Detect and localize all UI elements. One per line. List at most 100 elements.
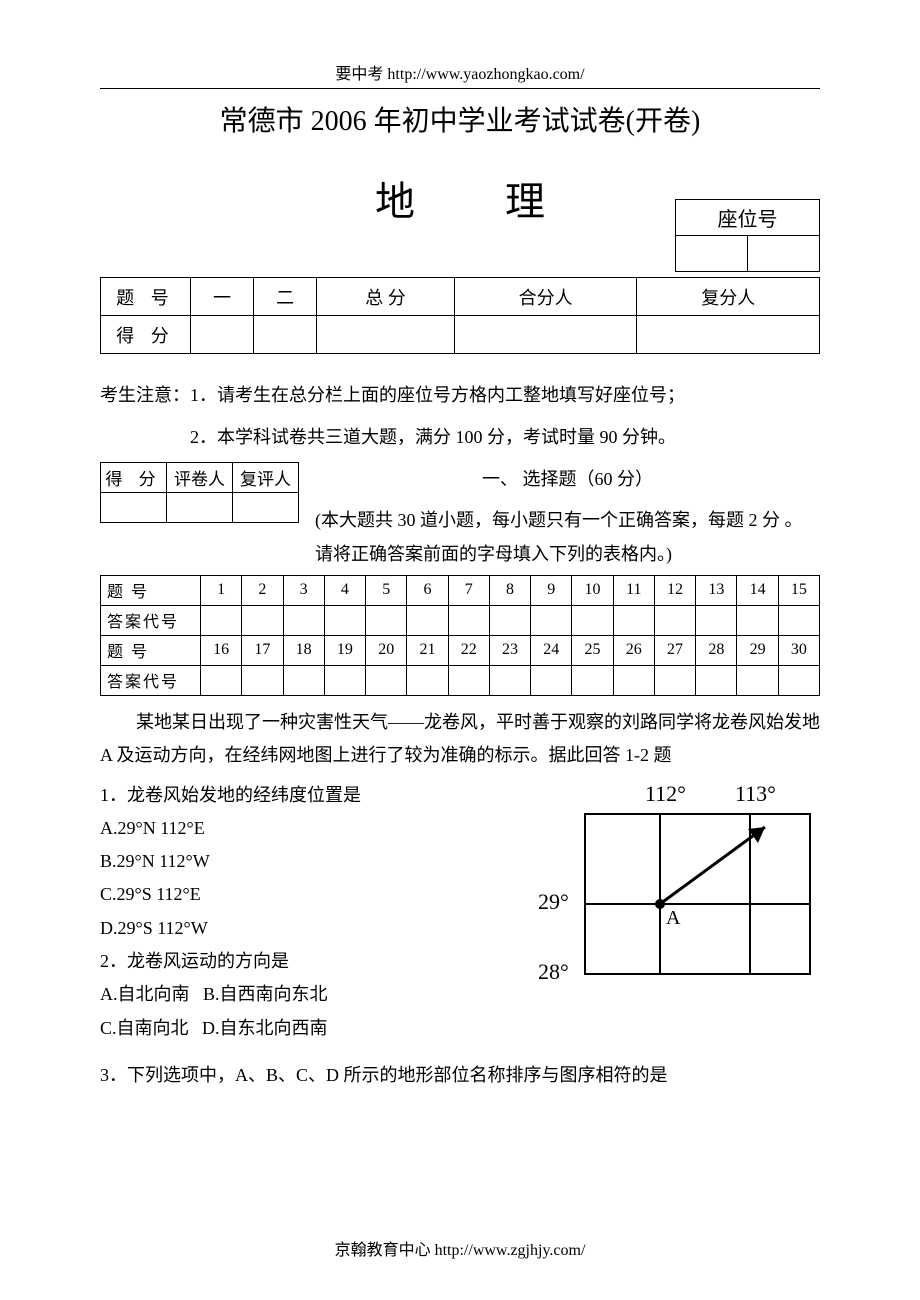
- ag-a[interactable]: [572, 605, 613, 635]
- ag-n: 24: [531, 635, 572, 665]
- ag-a[interactable]: [531, 665, 572, 695]
- ag-n: 18: [283, 635, 324, 665]
- ag-r3-label: 题 号: [101, 635, 201, 665]
- grader-v2[interactable]: [167, 493, 233, 523]
- grader-c1: 得 分: [101, 463, 167, 493]
- ag-a[interactable]: [201, 665, 242, 695]
- ag-a[interactable]: [242, 605, 283, 635]
- score-h3: 总 分: [317, 278, 455, 316]
- ag-a[interactable]: [737, 665, 778, 695]
- lat-28: 28°: [538, 959, 569, 984]
- q1-opt-b: B.29°N 112°W: [100, 845, 530, 878]
- seat-cell-1[interactable]: [676, 236, 748, 272]
- q2-stem: 2．龙卷风运动的方向是: [100, 945, 530, 978]
- ag-a[interactable]: [613, 605, 654, 635]
- ag-a[interactable]: [613, 665, 654, 695]
- ag-a[interactable]: [242, 665, 283, 695]
- ag-a[interactable]: [366, 605, 407, 635]
- grader-c2: 评卷人: [167, 463, 233, 493]
- q1-opt-c: C.29°S 112°E: [100, 878, 530, 911]
- ag-n: 11: [613, 575, 654, 605]
- ag-a[interactable]: [572, 665, 613, 695]
- ag-a[interactable]: [283, 665, 324, 695]
- grader-c3: 复评人: [233, 463, 299, 493]
- ag-a[interactable]: [531, 605, 572, 635]
- grader-v3[interactable]: [233, 493, 299, 523]
- q2-opt-b: B.自西南向东北: [203, 984, 328, 1004]
- score-v1[interactable]: [191, 316, 254, 354]
- ag-a[interactable]: [696, 605, 737, 635]
- grader-v1[interactable]: [101, 493, 167, 523]
- ag-a[interactable]: [448, 605, 489, 635]
- q2-opt-a: A.自北向南: [100, 984, 190, 1004]
- ag-a[interactable]: [654, 605, 695, 635]
- ag-a[interactable]: [778, 665, 819, 695]
- ag-a[interactable]: [324, 605, 365, 635]
- score-v2[interactable]: [254, 316, 317, 354]
- q3-stem: 3．下列选项中，A、B、C、D 所示的地形部位名称排序与图序相符的是: [100, 1059, 820, 1092]
- section1-header: 得 分 评卷人 复评人 一、 选择题（60 分） (本大题共 30 道小题，每小…: [100, 462, 820, 571]
- ag-a[interactable]: [407, 665, 448, 695]
- ag-n: 23: [489, 635, 530, 665]
- ag-n: 9: [531, 575, 572, 605]
- score-h5: 复分人: [637, 278, 820, 316]
- score-v4[interactable]: [454, 316, 637, 354]
- ag-n: 13: [696, 575, 737, 605]
- q1-stem: 1．龙卷风始发地的经纬度位置是: [100, 779, 530, 812]
- ag-a[interactable]: [489, 665, 530, 695]
- score-v5[interactable]: [637, 316, 820, 354]
- ag-n: 15: [778, 575, 819, 605]
- grader-table: 得 分 评卷人 复评人: [100, 462, 299, 523]
- subject-heading: 地 理: [375, 169, 585, 227]
- ag-a[interactable]: [778, 605, 819, 635]
- q1-opt-a: A.29°N 112°E: [100, 812, 530, 845]
- q-left: 1．龙卷风始发地的经纬度位置是 A.29°N 112°E B.29°N 112°…: [100, 779, 530, 1045]
- ag-a[interactable]: [654, 665, 695, 695]
- passage-text: 某地某日出现了一种灾害性天气——龙卷风，平时善于观察的刘路同学将龙卷风始发地 A…: [100, 706, 820, 773]
- ag-n: 2: [242, 575, 283, 605]
- ag-a[interactable]: [448, 665, 489, 695]
- ag-a[interactable]: [489, 605, 530, 635]
- score-row2-label: 得 分: [101, 316, 191, 354]
- seat-cell-2[interactable]: [748, 236, 820, 272]
- ag-n: 25: [572, 635, 613, 665]
- ag-a[interactable]: [283, 605, 324, 635]
- notice-2: 2．本学科试卷共三道大题，满分 100 分，考试时量 90 分钟。: [100, 420, 820, 454]
- ag-n: 8: [489, 575, 530, 605]
- lon-112: 112°: [645, 781, 686, 806]
- header-divider: [100, 88, 820, 89]
- lon-113: 113°: [735, 781, 776, 806]
- ag-n: 10: [572, 575, 613, 605]
- ag-n: 7: [448, 575, 489, 605]
- section1-title: 一、 选择题（60 分）: [315, 462, 820, 496]
- q1-opt-d: D.29°S 112°W: [100, 912, 530, 945]
- grid-outer: [585, 814, 810, 974]
- ag-a[interactable]: [737, 605, 778, 635]
- section1-desc: (本大题共 30 道小题，每小题只有一个正确答案，每题 2 分 。请将正确答案前…: [315, 510, 803, 564]
- seat-label: 座位号: [676, 200, 820, 236]
- ag-a[interactable]: [201, 605, 242, 635]
- q2-opt-c: C.自南向北: [100, 1018, 189, 1038]
- ag-a[interactable]: [696, 665, 737, 695]
- ag-n: 3: [283, 575, 324, 605]
- ag-r1-label: 题 号: [101, 575, 201, 605]
- section1-text: 一、 选择题（60 分） (本大题共 30 道小题，每小题只有一个正确答案，每题…: [315, 462, 820, 571]
- footer-url: 京翰教育中心 http://www.zgjhjy.com/: [0, 1236, 920, 1260]
- q2-opt-d: D.自东北向西南: [202, 1018, 328, 1038]
- ag-n: 19: [324, 635, 365, 665]
- score-h1: 一: [191, 278, 254, 316]
- ag-a[interactable]: [324, 665, 365, 695]
- score-row1-label: 题 号: [101, 278, 191, 316]
- ag-n: 29: [737, 635, 778, 665]
- map-diagram: 112° 113° 29° 28° A: [530, 779, 820, 999]
- q2-row1: A.自北向南 B.自西南向东北: [100, 978, 530, 1011]
- page-title: 常德市 2006 年初中学业考试试卷(开卷): [100, 99, 820, 139]
- ag-a[interactable]: [407, 605, 448, 635]
- ag-a[interactable]: [366, 665, 407, 695]
- ag-r4-label: 答案代号: [101, 665, 201, 695]
- ag-n: 6: [407, 575, 448, 605]
- point-a-label: A: [666, 907, 681, 929]
- score-v3[interactable]: [317, 316, 455, 354]
- subject-row: 地 理 座位号: [100, 169, 820, 227]
- ag-n: 26: [613, 635, 654, 665]
